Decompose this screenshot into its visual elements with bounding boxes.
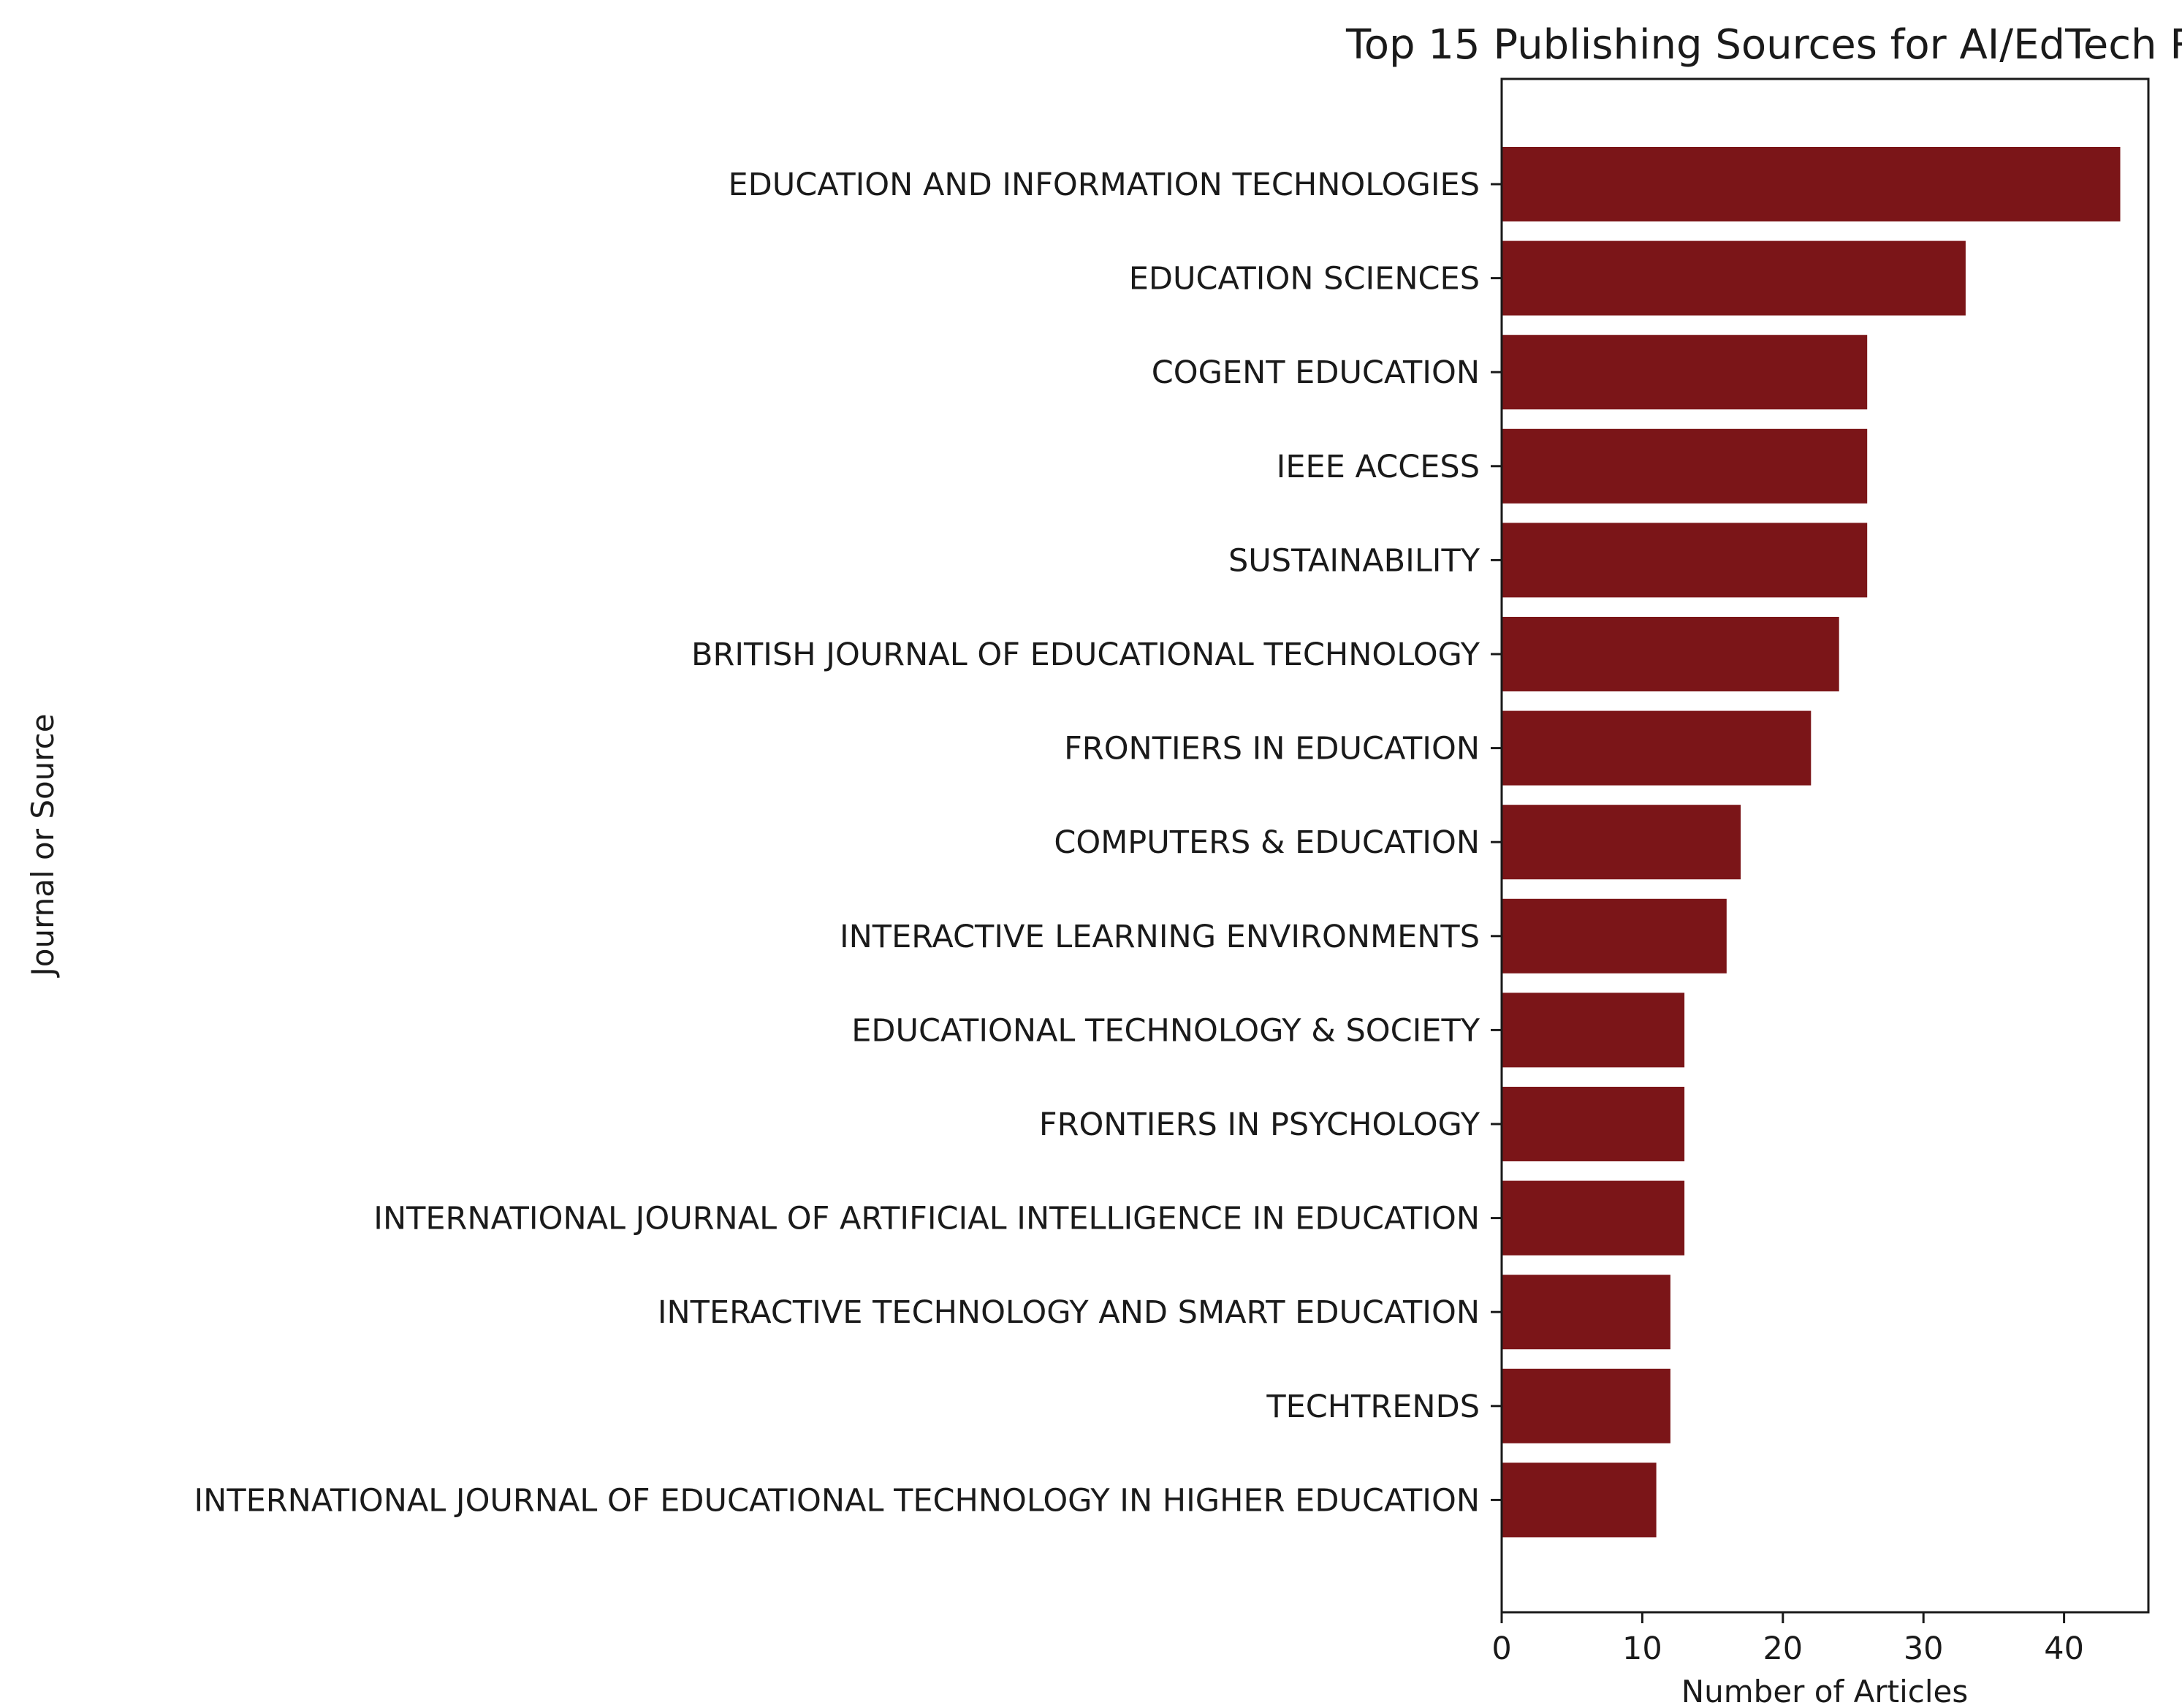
y-tick-label: IEEE ACCESS <box>1277 449 1480 485</box>
y-tick-label: INTERNATIONAL JOURNAL OF ARTIFICIAL INTE… <box>373 1201 1480 1237</box>
x-tick-label: 10 <box>1622 1631 1662 1667</box>
bar <box>1502 240 1966 316</box>
x-axis: 0 10 20 30 40 <box>1491 1612 2084 1667</box>
y-tick-label: INTERACTIVE TECHNOLOGY AND SMART EDUCATI… <box>658 1294 1480 1331</box>
chart-title: Top 15 Publishing Sources for AI/EdTech … <box>1345 21 2182 69</box>
bar <box>1502 335 1868 410</box>
bar <box>1502 1180 1685 1256</box>
y-tick-label: FRONTIERS IN PSYCHOLOGY <box>1039 1107 1480 1143</box>
x-tick-label: 40 <box>2044 1631 2084 1667</box>
bar <box>1502 147 2121 221</box>
bars-group <box>1502 147 2121 1538</box>
bar <box>1502 805 1741 880</box>
bar <box>1502 523 1868 598</box>
y-tick-label: COGENT EDUCATION <box>1152 354 1480 391</box>
x-tick-label: 0 <box>1491 1631 1511 1667</box>
y-tick-label: SUSTAINABILITY <box>1228 542 1480 579</box>
y-tick-label: FRONTIERS IN EDUCATION <box>1064 731 1480 767</box>
y-axis-label: Journal or Source <box>25 713 61 978</box>
bar <box>1502 992 1685 1068</box>
y-tick-label: INTERNATIONAL JOURNAL OF EDUCATIONAL TEC… <box>194 1482 1480 1519</box>
bar <box>1502 710 1812 786</box>
bar <box>1502 617 1839 691</box>
y-tick-label: TECHTRENDS <box>1266 1389 1480 1425</box>
plot-frame <box>1500 77 2150 1614</box>
y-tick-label: INTERACTIVE LEARNING ENVIRONMENTS <box>840 919 1480 955</box>
x-axis-label: Number of Articles <box>1681 1674 1969 1708</box>
y-tick-label: BRITISH JOURNAL OF EDUCATIONAL TECHNOLOG… <box>691 637 1480 673</box>
bar <box>1502 1462 1657 1538</box>
y-tick-label: COMPUTERS & EDUCATION <box>1054 824 1480 861</box>
y-tick-label: EDUCATION SCIENCES <box>1129 261 1480 297</box>
y-axis: EDUCATION AND INFORMATION TECHNOLOGIES ED… <box>194 167 1502 1519</box>
x-tick-label: 20 <box>1763 1631 1803 1667</box>
y-tick-label: EDUCATION AND INFORMATION TECHNOLOGIES <box>729 167 1480 203</box>
bar <box>1502 1368 1670 1443</box>
y-tick-label: EDUCATIONAL TECHNOLOGY & SOCIETY <box>851 1012 1480 1049</box>
bar <box>1502 898 1727 973</box>
bar <box>1502 1275 1670 1350</box>
bar <box>1502 428 1868 504</box>
bar <box>1502 1087 1685 1161</box>
x-tick-label: 30 <box>1904 1631 1944 1667</box>
